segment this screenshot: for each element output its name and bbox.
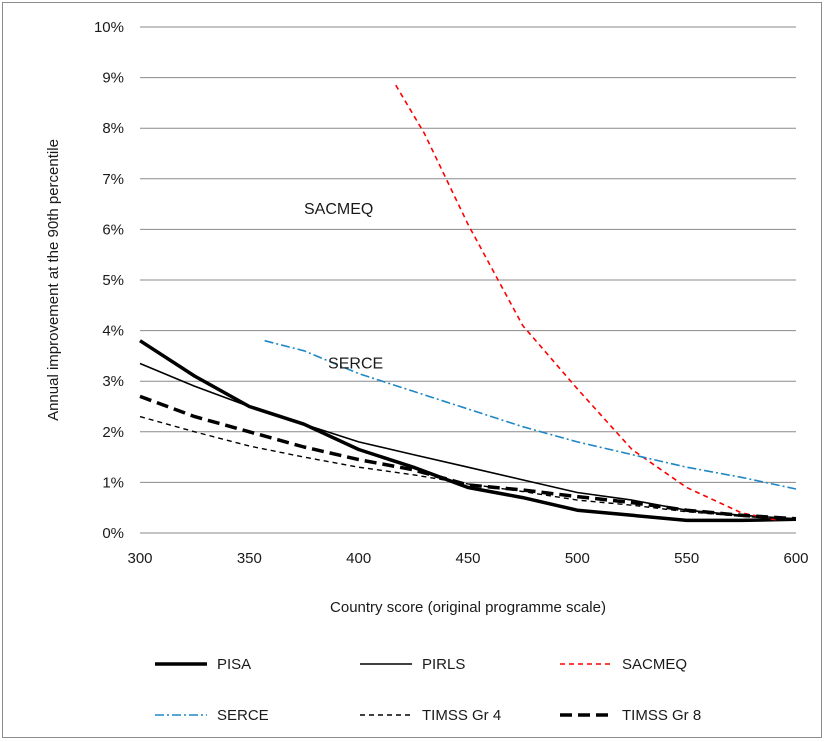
y-tick-labels: 0% 1% 2% 3% 4% 5% 6% 7% 8% 9% 10%: [94, 19, 124, 542]
y-tick-label: 1%: [102, 474, 124, 491]
y-tick-label: 5%: [102, 272, 124, 289]
x-tick-label: 300: [127, 550, 152, 567]
y-tick-label: 6%: [102, 221, 124, 238]
legend-label: TIMSS Gr 8: [622, 707, 701, 724]
x-axis-title: Country score (original programme scale): [330, 599, 606, 616]
y-tick-label: 3%: [102, 373, 124, 390]
series-line-timss-gr-4: [139, 415, 797, 520]
series-line-pisa: [139, 339, 797, 523]
series-lines: [139, 84, 797, 523]
x-tick-label: 600: [783, 550, 808, 567]
legend-label: SERCE: [217, 707, 269, 724]
series-line-timss-gr-8: [139, 394, 797, 521]
series-line-pirls: [139, 362, 797, 520]
series-annotation: SACMEQ: [304, 201, 373, 218]
legend-label: TIMSS Gr 4: [422, 707, 501, 724]
series-line-sacmeq: [395, 84, 779, 522]
x-tick-label: 450: [455, 550, 480, 567]
x-tick-label: 400: [346, 550, 371, 567]
y-tick-label: 8%: [102, 120, 124, 137]
y-axis-title: Annual improvement at the 90th percentil…: [45, 139, 62, 421]
legend-label: SACMEQ: [622, 656, 687, 673]
y-tick-label: 0%: [102, 525, 124, 542]
annotations: SACMEQ SERCE: [304, 201, 383, 372]
y-tick-label: 7%: [102, 171, 124, 188]
legend: PISA PIRLS SACMEQ SERCE TIMSS Gr 4 TIMSS Gr 8: [155, 656, 701, 724]
y-tick-label: 10%: [94, 19, 124, 36]
legend-label: PIRLS: [422, 656, 465, 673]
x-tick-label: 500: [565, 550, 590, 567]
legend-label: PISA: [217, 656, 251, 673]
y-tick-label: 4%: [102, 323, 124, 340]
x-tick-label: 550: [674, 550, 699, 567]
y-tick-label: 9%: [102, 70, 124, 87]
y-tick-label: 2%: [102, 424, 124, 441]
x-tick-label: 350: [237, 550, 262, 567]
series-annotation: SERCE: [328, 356, 383, 373]
x-tick-labels: 300 350 400 450 500 550 600: [127, 550, 808, 567]
gridlines: [140, 26, 796, 483]
series-line-serce: [264, 339, 797, 490]
